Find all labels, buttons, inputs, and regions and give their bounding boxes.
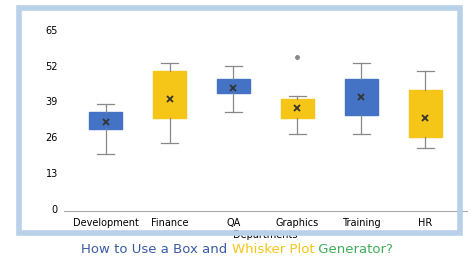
- X-axis label: Departments: Departments: [233, 230, 298, 240]
- PathPatch shape: [89, 112, 122, 129]
- Text: How to Use a Box and: How to Use a Box and: [81, 243, 231, 256]
- PathPatch shape: [281, 99, 314, 118]
- Text: Whisker Plot: Whisker Plot: [231, 243, 314, 256]
- PathPatch shape: [217, 79, 250, 93]
- PathPatch shape: [345, 79, 378, 115]
- PathPatch shape: [409, 91, 442, 137]
- Text: Generator?: Generator?: [314, 243, 393, 256]
- PathPatch shape: [153, 71, 186, 118]
